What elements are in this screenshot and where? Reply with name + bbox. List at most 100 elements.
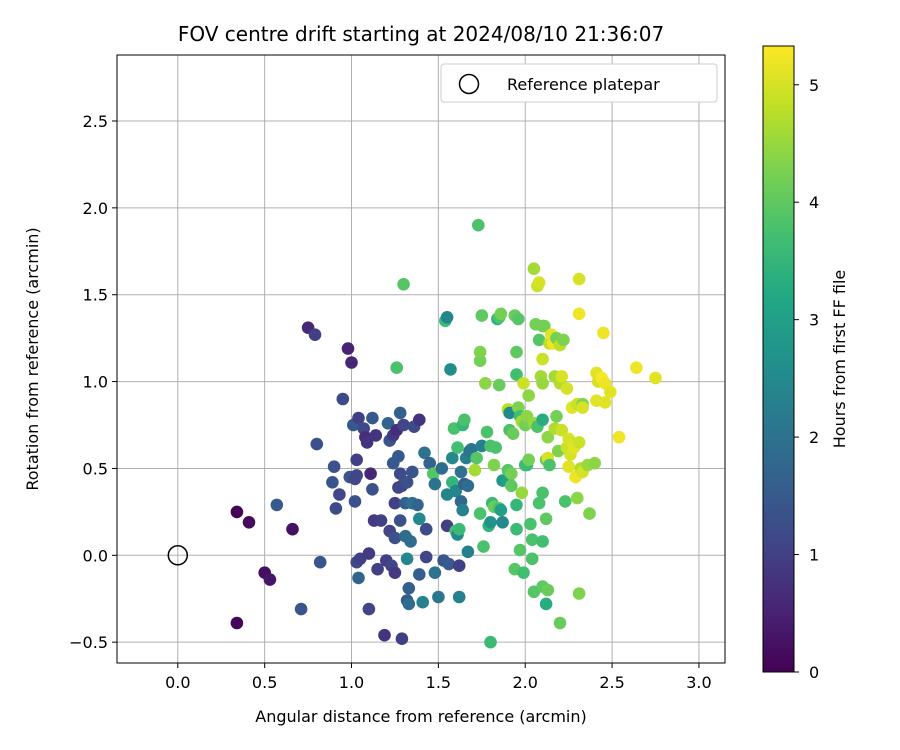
scatter-point (452, 559, 466, 572)
scatter-point (397, 418, 410, 432)
scatter-point (393, 406, 407, 420)
colorbar-tick-label: 4 (809, 193, 819, 212)
x-tick-label: 3.0 (686, 673, 711, 692)
scatter-point (366, 411, 379, 425)
scatter-point (525, 552, 539, 566)
scatter-point (597, 326, 610, 340)
x-axis-label: Angular distance from reference (arcmin) (255, 707, 586, 726)
scatter-point (313, 555, 327, 569)
legend-box (440, 63, 718, 103)
scatter-point (525, 533, 539, 546)
scatter-point (352, 571, 365, 585)
scatter-point (413, 413, 426, 427)
scatter-point (541, 583, 555, 597)
y-tick-label: 2.0 (83, 199, 108, 218)
scatter-point (456, 503, 470, 517)
data-points (230, 218, 662, 649)
scatter-point (506, 427, 520, 441)
x-tick-label: 2.5 (599, 673, 624, 692)
scatter-point (510, 498, 523, 512)
scatter-point (536, 352, 549, 366)
scatter-point (362, 602, 376, 616)
scatter-point (378, 628, 391, 642)
scatter-point (406, 465, 419, 479)
scatter-point (454, 465, 468, 479)
scatter-point (473, 507, 487, 520)
scatter-point (475, 439, 489, 453)
scatter-point (348, 495, 362, 508)
scatter-point (562, 460, 575, 474)
scatter-point (230, 616, 244, 630)
x-tick-label: 0.0 (165, 673, 190, 692)
colorbar-tick-label: 5 (809, 76, 819, 95)
scatter-point (444, 363, 457, 376)
reference-marker-layer (167, 545, 189, 566)
scatter-point (489, 441, 503, 454)
scatter-point (494, 503, 508, 517)
scatter-point (432, 590, 445, 604)
scatter-point (484, 516, 497, 529)
y-tick-label: 1.5 (83, 286, 108, 305)
scatter-point (572, 587, 586, 600)
x-tick-label: 1.5 (426, 673, 451, 692)
scatter-point (475, 309, 489, 322)
scatter-point (230, 505, 244, 519)
colorbar-ticks: 0 1 2 3 4 5 (794, 76, 819, 682)
scatter-point (612, 430, 626, 444)
scatter-point (480, 425, 494, 439)
y-axis-ticks: −0.5 0.0 0.5 1.0 1.5 2.0 2.5 (69, 112, 117, 652)
scatter-point (416, 595, 430, 609)
colorbar-tick-label: 3 (809, 311, 819, 330)
x-tick-label: 1.0 (339, 673, 364, 692)
scatter-point (484, 635, 497, 649)
scatter-point (576, 401, 589, 414)
scatter-point (336, 392, 350, 406)
scatter-point (428, 566, 442, 579)
scatter-point (532, 276, 546, 289)
scatter-point (381, 417, 395, 430)
scatter-point (423, 456, 437, 470)
scatter-point (538, 319, 551, 333)
scatter-point (308, 328, 322, 342)
scatter-point (397, 278, 410, 291)
scatter-point (452, 590, 466, 604)
scatter-point (522, 389, 535, 402)
scatter-point (604, 385, 617, 399)
scatter-point (449, 484, 463, 498)
scatter-point (418, 446, 431, 460)
scatter-point (294, 602, 308, 616)
scatter-point (513, 543, 527, 557)
scatter-point (395, 632, 409, 645)
legend-reference-marker (458, 73, 480, 95)
y-tick-label: 1.0 (83, 373, 108, 392)
scatter-point (588, 456, 601, 470)
scatter-point (419, 522, 433, 536)
scatter-point (263, 573, 277, 586)
scatter-point (413, 512, 426, 526)
y-axis-label: Rotation from reference (arcmin) (23, 227, 42, 490)
scatter-point (352, 411, 365, 425)
scatter-point (515, 486, 529, 500)
scatter-point (442, 557, 456, 571)
scatter-point (473, 345, 487, 359)
scatter-point (468, 463, 482, 477)
scatter-point (541, 430, 555, 444)
scatter-point (517, 377, 530, 390)
scatter-point (510, 522, 523, 536)
scatter-point (452, 522, 466, 536)
scatter-point (555, 423, 568, 437)
y-tick-label: 0.0 (83, 546, 108, 565)
scatter-point (571, 491, 584, 505)
scatter-point (393, 514, 407, 527)
colorbar-tick-label: 0 (809, 663, 819, 682)
legend-reference-label: Reference platepar (507, 75, 660, 94)
scatter-point (440, 311, 454, 324)
scatter-point (364, 467, 377, 481)
scatter-point (400, 552, 414, 566)
scatter-point (369, 429, 383, 442)
scatter-point (583, 507, 596, 520)
x-tick-label: 0.5 (252, 673, 277, 692)
scatter-point (413, 568, 426, 581)
scatter-point (327, 460, 341, 474)
scatter-point (470, 451, 483, 465)
